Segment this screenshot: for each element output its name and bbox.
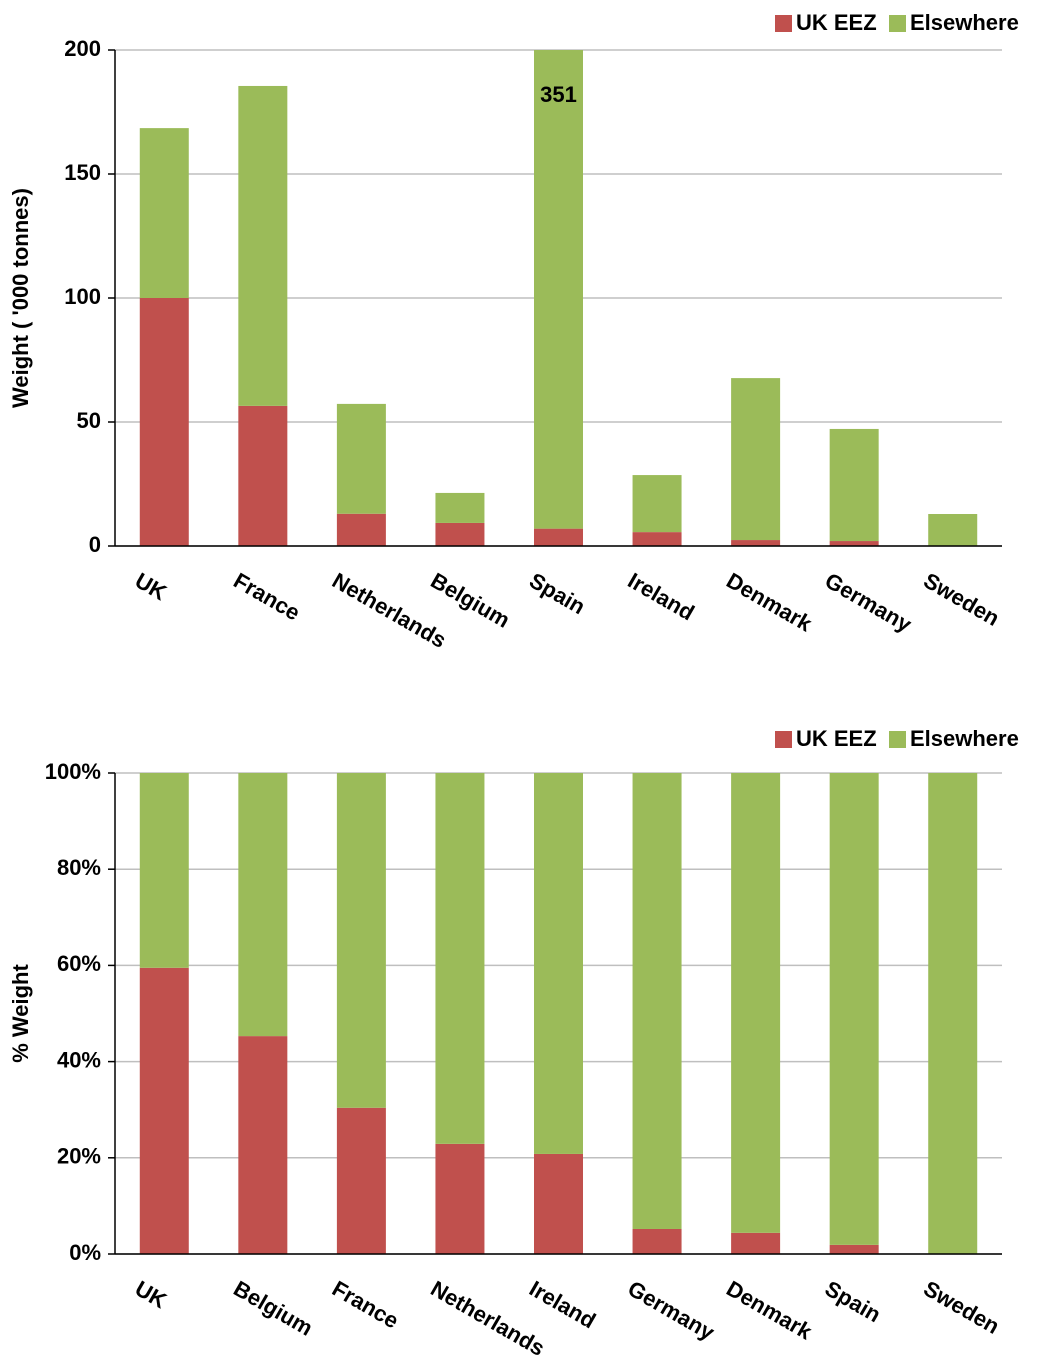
legend-label: Elsewhere: [910, 10, 1019, 35]
legend-label: UK EEZ: [796, 726, 877, 751]
bar-segment: [731, 540, 781, 546]
bar-segment: [829, 428, 879, 542]
x-tick-label: UK: [131, 568, 171, 606]
legend-swatch: [775, 731, 792, 748]
y-tick-label: 80%: [57, 855, 101, 880]
legend-swatch: [889, 15, 906, 32]
y-tick-label: 0%: [69, 1240, 101, 1265]
annotation: 351: [540, 82, 577, 107]
bar-segment: [632, 532, 682, 546]
y-tick-label: 100: [64, 284, 101, 309]
bar-segment: [139, 773, 189, 968]
legend-label: UK EEZ: [796, 10, 877, 35]
bar-segment: [435, 522, 485, 546]
bar-segment: [632, 1228, 682, 1254]
bar-segment: [336, 773, 386, 1108]
bar-segment: [238, 773, 288, 1037]
bar-segment: [928, 773, 978, 1254]
bar-segment: [928, 514, 978, 546]
x-tick-label: Spain: [525, 568, 589, 620]
chart: 0% 20% 40% 60% 80% 100% % Weight UK Belgium Franc…: [8, 726, 1019, 1361]
x-tick-label: France: [328, 1276, 403, 1334]
bar-segment: [731, 1232, 781, 1254]
x-tick-label: Belgium: [229, 1276, 317, 1341]
y-axis-title: Weight ( '000 tonnes): [8, 188, 33, 408]
bar-segment: [534, 773, 583, 1154]
x-tick-label: Spain: [821, 1276, 885, 1328]
bar-segment: [139, 967, 189, 1254]
x-tick-label: Belgium: [427, 568, 515, 633]
x-tick-label: Ireland: [525, 1276, 600, 1334]
y-tick-label: 150: [64, 160, 101, 185]
bars: [139, 50, 978, 546]
bar-segment: [534, 528, 583, 546]
chart: 0 50 100 150 200 Weight ( '000 tonnes) UK Franc…: [8, 10, 1019, 653]
legend-label: Elsewhere: [910, 726, 1019, 751]
bar-segment: [238, 85, 288, 406]
bar-segment: [238, 1036, 288, 1254]
x-tick-label: Sweden: [919, 1276, 1004, 1339]
bar-segment: [731, 773, 781, 1233]
y-tick-label: 0: [89, 532, 101, 557]
bar-segment: [829, 773, 879, 1245]
x-tick-label: Germany: [624, 1276, 720, 1346]
y-tick-label: 100%: [45, 759, 101, 784]
bar-segment: [829, 1244, 879, 1254]
legend-swatch: [889, 731, 906, 748]
x-tick-label: Germany: [821, 568, 917, 638]
x-tick-label: UK: [131, 1276, 171, 1314]
bar-segment: [534, 50, 583, 529]
y-tick-label: 50: [77, 408, 101, 433]
x-tick-label: France: [229, 568, 304, 626]
y-tick-label: 200: [64, 36, 101, 61]
bar-segment: [534, 1153, 583, 1254]
y-axis-title: % Weight: [8, 964, 33, 1063]
bars: [139, 773, 978, 1254]
bar-segment: [139, 298, 189, 546]
legend-swatch: [775, 15, 792, 32]
x-tick-label: Denmark: [722, 568, 817, 637]
bar-segment: [336, 403, 386, 514]
bar-segment: [139, 128, 189, 298]
bar-segment: [435, 492, 485, 523]
bar-segment: [238, 405, 288, 546]
x-tick-label: Ireland: [624, 568, 699, 626]
bar-segment: [829, 541, 879, 546]
bar-segment: [632, 773, 682, 1229]
bar-segment: [336, 513, 386, 546]
x-tick-label: Sweden: [919, 568, 1004, 631]
bar-segment: [435, 773, 485, 1144]
bar-segment: [336, 1107, 386, 1254]
bar-segment: [731, 378, 781, 541]
bar-segment: [435, 1143, 485, 1254]
x-tick-label: Denmark: [722, 1276, 817, 1345]
y-tick-label: 20%: [57, 1144, 101, 1169]
bar-segment: [632, 475, 682, 533]
y-tick-label: 40%: [57, 1047, 101, 1072]
y-tick-label: 60%: [57, 951, 101, 976]
